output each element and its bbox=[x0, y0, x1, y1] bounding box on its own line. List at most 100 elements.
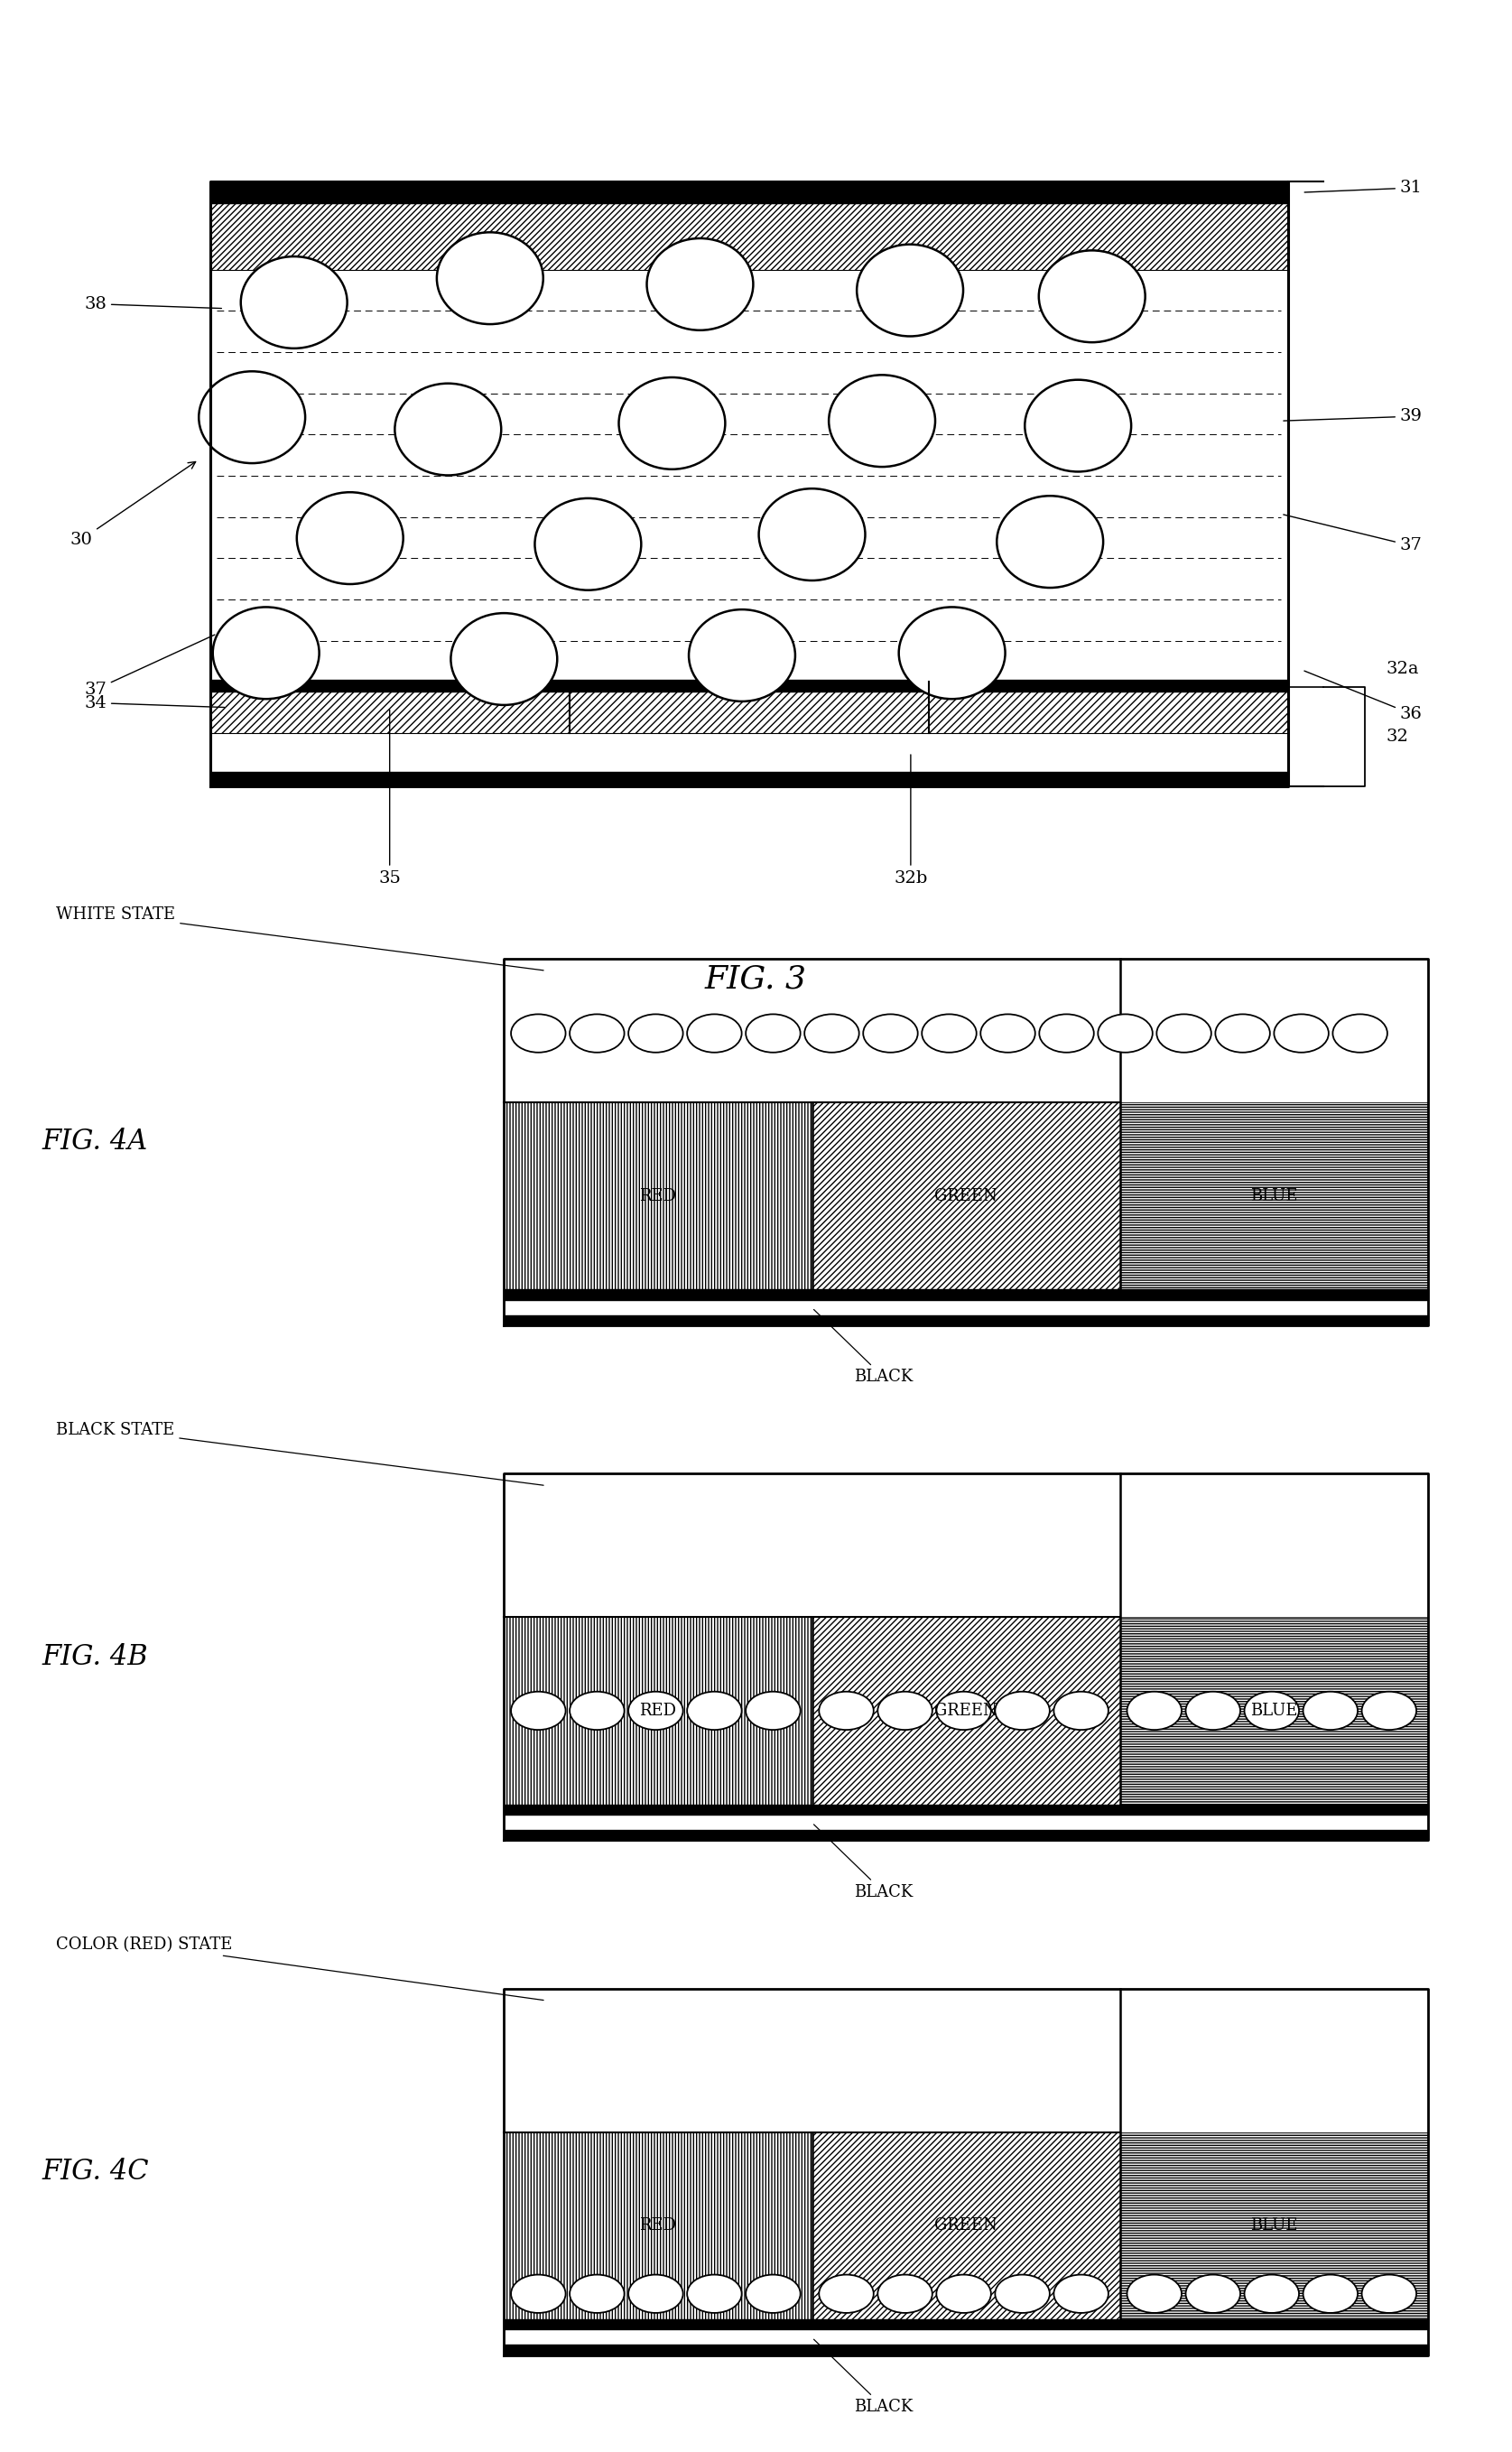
Ellipse shape bbox=[936, 1692, 990, 1729]
Ellipse shape bbox=[1216, 1015, 1270, 1052]
Ellipse shape bbox=[820, 2275, 874, 2312]
Bar bbox=[503, 2320, 1427, 2329]
Ellipse shape bbox=[877, 1692, 933, 1729]
Text: 37: 37 bbox=[85, 635, 215, 699]
Ellipse shape bbox=[745, 1015, 800, 1052]
Text: FIG. 4A: FIG. 4A bbox=[42, 1128, 148, 1155]
Ellipse shape bbox=[647, 238, 753, 331]
Bar bbox=[503, 2131, 812, 2320]
Ellipse shape bbox=[570, 1692, 624, 1729]
Text: 37: 37 bbox=[1284, 515, 1423, 554]
Ellipse shape bbox=[570, 2275, 624, 2312]
Ellipse shape bbox=[511, 1692, 565, 1729]
Ellipse shape bbox=[995, 2275, 1049, 2312]
Ellipse shape bbox=[759, 488, 865, 581]
Ellipse shape bbox=[198, 370, 305, 463]
Bar bbox=[503, 1300, 1427, 1314]
Bar bbox=[812, 1618, 1120, 1805]
Ellipse shape bbox=[451, 613, 558, 706]
Text: 30: 30 bbox=[70, 461, 195, 547]
Text: FIG. 4B: FIG. 4B bbox=[42, 1643, 148, 1670]
Text: 31: 31 bbox=[1305, 179, 1423, 196]
Text: BLACK: BLACK bbox=[813, 2339, 913, 2415]
Ellipse shape bbox=[877, 2275, 933, 2312]
Ellipse shape bbox=[511, 2275, 565, 2312]
Text: BLUE: BLUE bbox=[1250, 1187, 1297, 1204]
Bar bbox=[1120, 1618, 1427, 1805]
Bar bbox=[210, 733, 1288, 772]
Ellipse shape bbox=[296, 493, 404, 584]
Bar bbox=[812, 1103, 1120, 1290]
Ellipse shape bbox=[240, 257, 348, 348]
Ellipse shape bbox=[1185, 2275, 1240, 2312]
Ellipse shape bbox=[686, 1015, 742, 1052]
Text: WHITE STATE: WHITE STATE bbox=[56, 907, 543, 971]
Bar bbox=[503, 2344, 1427, 2354]
Ellipse shape bbox=[1362, 2275, 1417, 2312]
Ellipse shape bbox=[629, 2275, 683, 2312]
Text: BLACK: BLACK bbox=[813, 1309, 913, 1385]
Ellipse shape bbox=[629, 1015, 683, 1052]
Ellipse shape bbox=[1303, 2275, 1358, 2312]
Ellipse shape bbox=[1098, 1015, 1152, 1052]
Text: 35: 35 bbox=[378, 711, 401, 885]
Ellipse shape bbox=[689, 611, 795, 701]
Bar bbox=[503, 1814, 1427, 1829]
Bar bbox=[210, 679, 1288, 691]
Ellipse shape bbox=[1039, 250, 1145, 343]
Ellipse shape bbox=[618, 378, 726, 468]
Bar bbox=[210, 181, 1288, 204]
Ellipse shape bbox=[922, 1015, 977, 1052]
Text: BLACK: BLACK bbox=[813, 1824, 913, 1900]
Ellipse shape bbox=[1303, 1692, 1358, 1729]
Bar bbox=[503, 1290, 1427, 1300]
Ellipse shape bbox=[996, 495, 1104, 588]
Bar bbox=[210, 772, 1288, 787]
Ellipse shape bbox=[745, 1692, 800, 1729]
Ellipse shape bbox=[863, 1015, 918, 1052]
Bar bbox=[1120, 2131, 1427, 2320]
Text: 32a: 32a bbox=[1387, 660, 1418, 677]
Ellipse shape bbox=[1025, 380, 1131, 471]
Ellipse shape bbox=[1185, 1692, 1240, 1729]
Bar bbox=[503, 1618, 812, 1805]
Ellipse shape bbox=[1039, 1015, 1093, 1052]
Bar bbox=[503, 1829, 1427, 1839]
Ellipse shape bbox=[1054, 2275, 1108, 2312]
Text: COLOR (RED) STATE: COLOR (RED) STATE bbox=[56, 1937, 543, 2001]
Ellipse shape bbox=[981, 1015, 1036, 1052]
Ellipse shape bbox=[511, 1015, 565, 1052]
Bar bbox=[812, 2131, 1120, 2320]
Text: 34: 34 bbox=[85, 694, 224, 711]
Text: GREEN: GREEN bbox=[934, 1187, 998, 1204]
Text: 32b: 32b bbox=[894, 755, 927, 885]
Text: BLACK STATE: BLACK STATE bbox=[56, 1422, 543, 1486]
Bar bbox=[503, 1103, 812, 1290]
Ellipse shape bbox=[1054, 1692, 1108, 1729]
Ellipse shape bbox=[829, 375, 936, 466]
Text: RED: RED bbox=[640, 2217, 676, 2234]
Ellipse shape bbox=[745, 2275, 800, 2312]
Text: GREEN: GREEN bbox=[934, 1702, 998, 1719]
Ellipse shape bbox=[686, 2275, 742, 2312]
Text: 38: 38 bbox=[85, 297, 221, 311]
Ellipse shape bbox=[1126, 1692, 1181, 1729]
Ellipse shape bbox=[535, 498, 641, 591]
Bar bbox=[210, 204, 1288, 270]
Ellipse shape bbox=[629, 1692, 683, 1729]
Ellipse shape bbox=[213, 608, 319, 699]
Ellipse shape bbox=[1275, 1015, 1329, 1052]
Bar bbox=[503, 1805, 1427, 1814]
Ellipse shape bbox=[1332, 1015, 1388, 1052]
Ellipse shape bbox=[1244, 1692, 1299, 1729]
Ellipse shape bbox=[1244, 2275, 1299, 2312]
Bar bbox=[1120, 1103, 1427, 1290]
Ellipse shape bbox=[804, 1015, 859, 1052]
Ellipse shape bbox=[936, 2275, 990, 2312]
Ellipse shape bbox=[1362, 1692, 1417, 1729]
Text: GREEN: GREEN bbox=[934, 2217, 998, 2234]
Text: 32: 32 bbox=[1387, 728, 1409, 745]
Text: FIG. 4C: FIG. 4C bbox=[42, 2158, 150, 2185]
Ellipse shape bbox=[1157, 1015, 1211, 1052]
Ellipse shape bbox=[686, 1692, 742, 1729]
